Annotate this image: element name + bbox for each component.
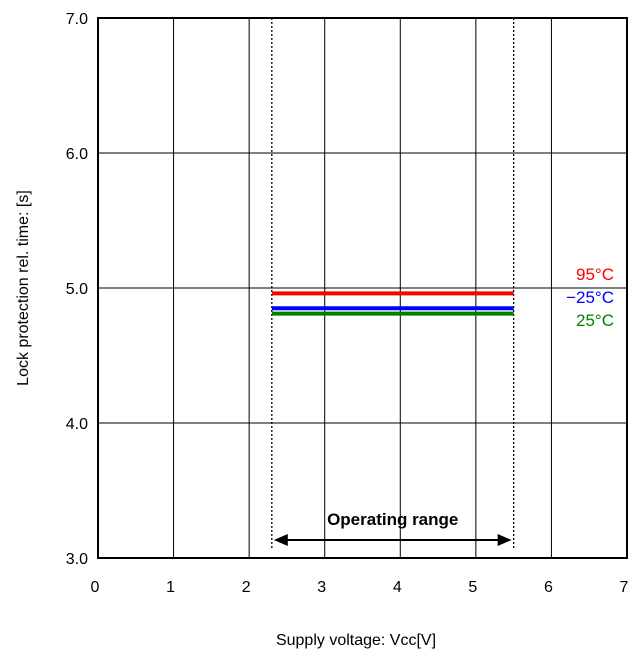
x-tick-label: 0 [91,579,100,596]
x-tick-label: 4 [393,579,402,596]
series-lines: 95°C −25°C 25°C [271,265,614,330]
series-label: −25°C [566,288,614,307]
x-axis-label: Supply voltage: Vcc[V] [276,632,436,649]
x-tick-label: 5 [468,579,477,596]
y-tick-label: 5.0 [66,281,88,298]
y-tick-label: 4.0 [66,416,88,433]
x-tick-label: 2 [242,579,251,596]
x-tick-label: 1 [166,579,175,596]
y-axis-label: Lock protection rel. time: [s] [15,190,32,386]
y-tick-label: 6.0 [66,146,88,163]
x-tick-label: 7 [620,579,629,596]
x-tick-label: 3 [317,579,326,596]
grid-lines [98,18,627,558]
series-label: 25°C [576,311,614,330]
operating-range-label: Operating range [327,510,458,529]
y-axis-ticks: 3.0 4.0 5.0 6.0 7.0 [66,11,88,568]
x-tick-label: 6 [544,579,553,596]
plot-area-frame [97,17,628,559]
y-tick-label: 3.0 [66,551,88,568]
y-tick-label: 7.0 [66,11,88,28]
operating-range: Operating range [271,18,515,550]
x-axis-ticks: 0 1 2 3 4 5 6 7 [91,579,629,596]
range-arrow-head-left [273,534,288,546]
range-arrow-head-right [497,534,512,546]
series-label: 95°C [576,265,614,284]
